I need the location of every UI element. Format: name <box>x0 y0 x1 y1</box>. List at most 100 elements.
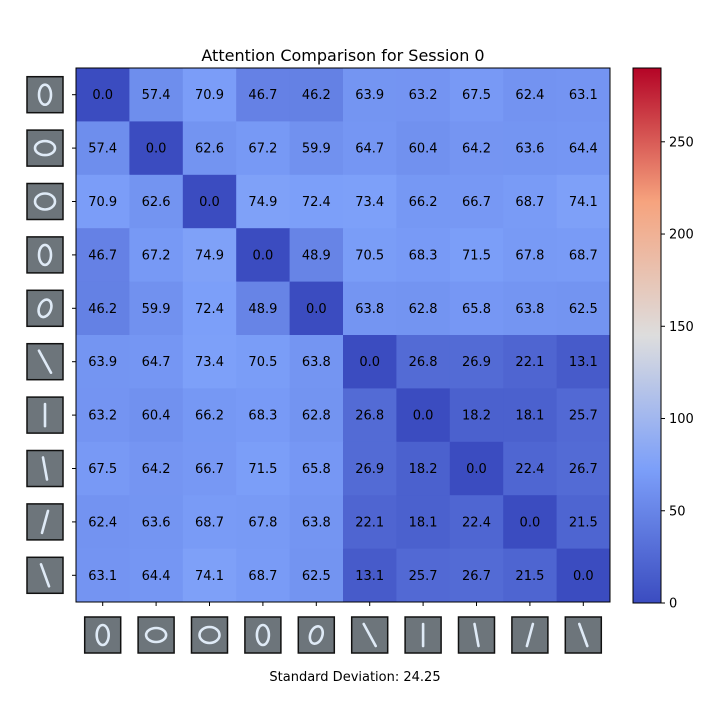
cell-value-label: 48.9 <box>302 248 331 263</box>
cell-value-label: 0.0 <box>413 409 434 424</box>
heatmap-cell <box>396 68 451 122</box>
cell-value-label: 0.0 <box>466 462 487 477</box>
cell-value-label: 74.9 <box>195 248 224 263</box>
cell-value-label: 62.6 <box>142 195 171 210</box>
heatmap-cell <box>396 174 451 229</box>
cell-value-label: 13.1 <box>355 569 384 584</box>
heatmap-cell <box>556 388 611 443</box>
cell-value-label: 0.0 <box>359 355 380 370</box>
cell-value-label: 68.3 <box>409 248 438 263</box>
cell-value-label: 65.8 <box>462 302 491 317</box>
heatmap-cell <box>236 548 291 603</box>
cell-value-label: 72.4 <box>302 195 331 210</box>
heatmap-cell <box>236 335 291 389</box>
cell-value-label: 63.8 <box>302 515 331 530</box>
cell-value-label: 68.7 <box>248 569 277 584</box>
cell-value-label: 64.4 <box>569 142 598 157</box>
heatmap-cell <box>182 548 237 603</box>
digit-zero-glyph <box>33 139 57 157</box>
cell-value-label: 63.1 <box>88 569 117 584</box>
digit-one-glyph <box>41 456 49 481</box>
cell-value-label: 73.4 <box>195 355 224 370</box>
cell-value-label: 72.4 <box>195 302 224 317</box>
heatmap-cell <box>76 228 130 283</box>
cell-value-label: 67.8 <box>515 248 544 263</box>
heatmap-cell <box>182 174 237 229</box>
cell-value-label: 0.0 <box>146 142 167 157</box>
heatmap-cell <box>76 281 130 336</box>
thumbnail-frame <box>190 616 229 654</box>
digit-zero-glyph <box>33 192 57 211</box>
digit-zero-glyph <box>37 243 53 267</box>
heatmap-cell <box>182 68 237 122</box>
heatmap-cell <box>449 228 504 283</box>
cell-value-label: 71.5 <box>462 248 491 263</box>
cell-value-label: 73.4 <box>355 195 384 210</box>
cell-value-label: 68.7 <box>515 195 544 210</box>
cell-value-label: 66.2 <box>409 195 438 210</box>
cell-value-label: 46.7 <box>88 248 117 263</box>
heatmap-cell <box>503 68 558 122</box>
cell-value-label: 68.7 <box>569 248 598 263</box>
cell-value-label: 63.8 <box>355 302 384 317</box>
heatmap-cell <box>289 388 344 443</box>
digit-thumbnail <box>404 602 442 654</box>
heatmap-cell <box>396 228 451 283</box>
digit-zero-glyph <box>37 298 53 319</box>
cell-value-label: 64.7 <box>355 142 384 157</box>
cell-value-label: 62.5 <box>302 569 331 584</box>
cell-value-label: 68.3 <box>248 409 277 424</box>
cell-value-label: 67.2 <box>248 142 277 157</box>
cell-value-label: 63.2 <box>409 88 438 103</box>
thumbnail-frame <box>26 182 64 221</box>
heatmap-cell <box>343 495 397 550</box>
digit-zero-glyph <box>198 625 221 645</box>
heatmap-cell <box>449 174 504 229</box>
heatmap-cell <box>503 174 558 229</box>
row-thumbnails <box>26 75 76 595</box>
cell-value-label: 26.9 <box>355 462 384 477</box>
heatmap-cell <box>556 174 611 229</box>
heatmap-cell <box>556 281 611 336</box>
cell-value-label: 59.9 <box>302 142 331 157</box>
heatmap-cell <box>76 335 130 389</box>
digit-zero-glyph <box>37 83 53 106</box>
cell-value-label: 67.8 <box>248 515 277 530</box>
std-dev-caption: Standard Deviation: 24.25 <box>269 670 441 685</box>
heatmap-cell <box>449 68 504 122</box>
heatmap-cell <box>236 174 291 229</box>
thumbnail-frame <box>511 616 549 654</box>
cell-value-label: 63.8 <box>302 355 331 370</box>
digit-thumbnail <box>297 602 336 654</box>
cell-value-label: 22.4 <box>515 462 544 477</box>
cell-value-label: 63.9 <box>88 355 117 370</box>
cell-value-label: 62.5 <box>569 302 598 317</box>
heatmap-cell <box>182 281 237 336</box>
digit-one-glyph <box>39 562 51 588</box>
digit-thumbnail <box>26 449 76 488</box>
cell-value-label: 46.2 <box>88 302 117 317</box>
colorbar-tick-label: 50 <box>669 504 686 519</box>
heatmap-cell <box>556 228 611 283</box>
thumbnail-frame <box>137 616 175 654</box>
heatmap-cell <box>396 495 451 550</box>
heatmap-cell <box>343 174 397 229</box>
heatmap-cell <box>503 388 558 443</box>
heatmap-cell <box>129 228 184 283</box>
cell-value-label: 46.2 <box>302 88 331 103</box>
cell-value-label: 67.5 <box>462 88 491 103</box>
heatmap-cell <box>129 548 184 603</box>
cell-value-label: 70.9 <box>195 88 224 103</box>
cell-value-label: 0.0 <box>92 88 113 103</box>
cell-value-label: 74.9 <box>248 195 277 210</box>
cell-value-label: 66.7 <box>195 462 224 477</box>
heatmap-cell <box>182 335 237 389</box>
cell-value-label: 18.1 <box>409 515 438 530</box>
heatmap-cell <box>182 121 237 176</box>
heatmap-cell <box>343 281 397 336</box>
cell-value-label: 64.7 <box>142 355 171 370</box>
heatmap-cell <box>236 441 291 496</box>
heatmap-cell <box>556 335 611 389</box>
heatmap-cell <box>76 121 130 176</box>
digit-one-glyph <box>473 622 480 648</box>
